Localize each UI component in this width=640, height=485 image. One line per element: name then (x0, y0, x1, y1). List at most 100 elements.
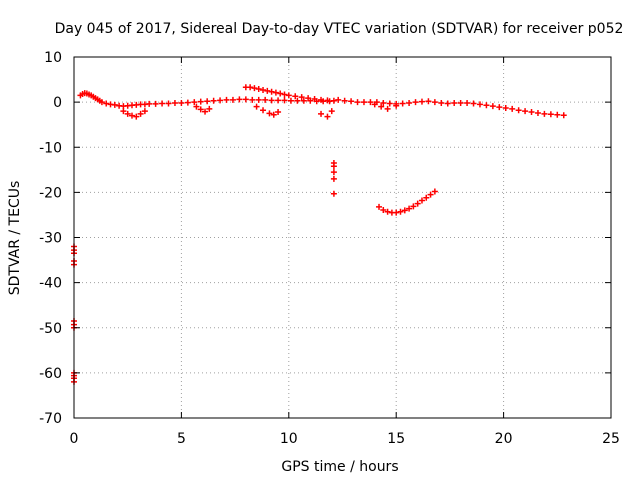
y-tick-label: -50 (39, 321, 62, 337)
data-point (348, 98, 355, 105)
data-point (249, 96, 256, 103)
data-point (262, 96, 269, 103)
data-point (476, 101, 483, 108)
data-point (427, 191, 434, 198)
data-points-layer (71, 84, 567, 385)
data-point (191, 99, 198, 106)
data-point (554, 111, 561, 118)
data-point (418, 197, 425, 204)
data-point (305, 95, 312, 102)
data-point (560, 112, 567, 119)
data-point (418, 98, 425, 105)
data-point (393, 209, 400, 216)
series-isolated-at-12h (330, 160, 337, 197)
data-point (324, 113, 331, 120)
data-point (247, 84, 254, 91)
series-main-band-1 (77, 90, 333, 110)
data-point (380, 206, 387, 213)
ticks-layer: 0 5 10 15 20 25 10 0 -10 -20 -30 -40 -50 -60 -70 (39, 50, 620, 447)
data-point (410, 203, 417, 210)
data-point (406, 100, 413, 107)
x-tick-label: 5 (177, 431, 186, 447)
data-point (178, 100, 185, 107)
data-point (242, 96, 249, 103)
series-dip-segments (120, 101, 400, 120)
data-point (354, 99, 361, 106)
data-point (287, 97, 294, 104)
y-axis-label: SDTVAR / TECUs (7, 181, 23, 296)
data-point (152, 100, 159, 107)
data-point (197, 106, 204, 113)
data-point (318, 110, 325, 117)
data-point (266, 110, 273, 117)
data-point (193, 103, 200, 110)
data-point (457, 100, 464, 107)
x-tick-label: 0 (70, 431, 79, 447)
data-point (171, 100, 178, 107)
data-point (272, 89, 279, 96)
data-point (380, 100, 387, 107)
data-point (371, 101, 378, 108)
data-point (330, 169, 337, 176)
data-point (146, 100, 153, 107)
data-point (159, 100, 166, 107)
y-tick-label: -30 (39, 231, 62, 247)
data-point (133, 113, 140, 120)
data-point (330, 97, 337, 104)
y-tick-label: -60 (39, 366, 62, 382)
data-point (281, 91, 288, 98)
data-point (318, 96, 325, 103)
data-point (137, 110, 144, 117)
data-point (184, 99, 191, 106)
y-tick-label: 0 (53, 95, 62, 111)
data-point (268, 88, 275, 95)
data-point (202, 108, 209, 115)
data-point (341, 97, 348, 104)
data-point (541, 110, 548, 117)
data-point (217, 97, 224, 104)
data-point (264, 87, 271, 94)
data-point (253, 103, 260, 110)
x-tick-label: 20 (495, 431, 513, 447)
data-point (324, 97, 331, 104)
data-point (277, 90, 284, 97)
data-point (470, 100, 477, 107)
data-point (464, 100, 471, 107)
data-point (412, 99, 419, 106)
data-point (515, 107, 522, 114)
data-point (386, 100, 393, 107)
y-tick-label: -10 (39, 140, 62, 156)
data-point (223, 96, 230, 103)
x-tick-label: 25 (602, 431, 620, 447)
data-point (311, 95, 318, 102)
x-tick-label: 15 (387, 431, 405, 447)
data-point (120, 108, 127, 115)
data-point (275, 109, 282, 116)
data-point (330, 190, 337, 197)
data-point (141, 108, 148, 115)
data-point (423, 194, 430, 201)
data-point (165, 100, 172, 107)
data-point (255, 86, 262, 93)
data-point (236, 96, 243, 103)
data-point (204, 98, 211, 105)
data-point (260, 86, 267, 93)
data-point (399, 100, 406, 107)
data-point (376, 203, 383, 210)
data-point (294, 97, 301, 104)
data-point (268, 97, 275, 104)
data-point (335, 96, 342, 103)
data-point (360, 99, 367, 106)
data-point (406, 205, 413, 212)
data-point (255, 96, 262, 103)
data-point (330, 163, 337, 170)
data-point (229, 96, 236, 103)
data-point (438, 100, 445, 107)
data-point (285, 92, 292, 99)
data-point (496, 104, 503, 111)
data-point (298, 94, 305, 101)
data-point (103, 100, 110, 107)
data-point (330, 175, 337, 182)
chart-title: Day 045 of 2017, Sidereal Day-to-day VTE… (55, 21, 624, 37)
